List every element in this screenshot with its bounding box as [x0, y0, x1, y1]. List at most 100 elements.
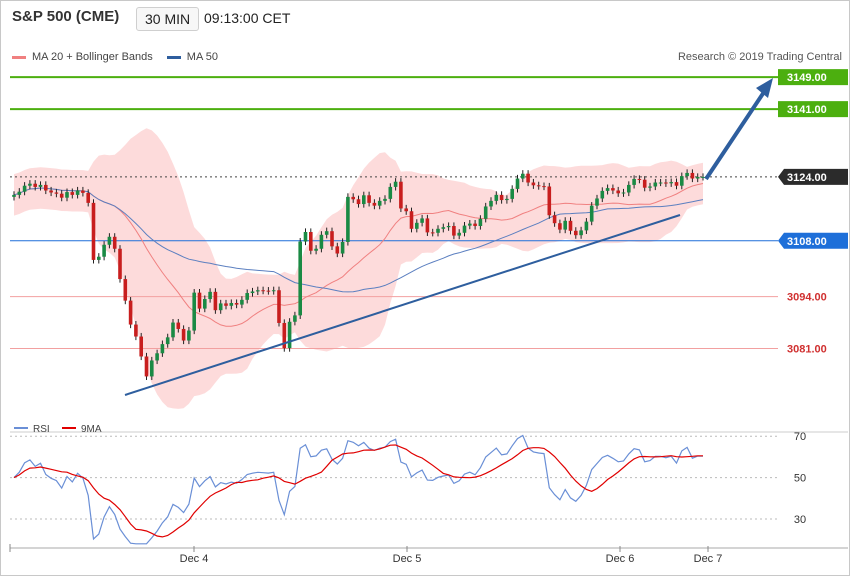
- candle-body: [330, 231, 334, 247]
- projection-arrow-shaft: [704, 90, 766, 181]
- candle-body: [59, 193, 64, 198]
- candle-body: [483, 206, 488, 219]
- candle-body: [271, 290, 276, 292]
- candle-body: [457, 232, 461, 236]
- rsi-tick-label: 50: [794, 473, 806, 485]
- rsi-line: [13, 434, 703, 545]
- candle-body: [584, 221, 589, 231]
- candle-body: [415, 222, 419, 229]
- candle-body: [446, 226, 451, 228]
- candle-body: [685, 172, 689, 177]
- candle-body: [351, 196, 355, 200]
- candle-body: [510, 188, 514, 199]
- candle-body: [155, 353, 159, 361]
- candle-body: [558, 223, 562, 230]
- candle-body: [637, 178, 642, 180]
- time-tick-label: Dec 5: [393, 553, 422, 565]
- candle-body: [489, 200, 493, 207]
- candle-body: [203, 299, 207, 309]
- price-legend: MA 20 + Bollinger Bands MA 50: [12, 51, 232, 63]
- candle-body: [261, 290, 265, 292]
- candle-body: [563, 220, 567, 230]
- rsi-tick-label: 70: [794, 431, 806, 443]
- level-badge-3141.00: [778, 101, 848, 118]
- level-label: 3141.00: [787, 104, 827, 116]
- candle-body: [65, 192, 69, 198]
- ma50-line: [13, 187, 704, 293]
- candle-body: [234, 303, 239, 305]
- candle-body: [690, 172, 695, 179]
- candle-body: [181, 328, 186, 341]
- candle-body: [287, 321, 292, 349]
- candle-body: [526, 173, 530, 183]
- legend-swatch-ma20: [12, 55, 26, 59]
- candle-body: [409, 211, 414, 229]
- candle-body: [28, 183, 32, 186]
- candle-body: [462, 225, 467, 233]
- candle-body: [664, 182, 668, 184]
- candle-body: [171, 322, 175, 338]
- candle-body: [452, 226, 456, 236]
- candle-body: [118, 248, 122, 280]
- candle-body: [579, 230, 583, 236]
- timeframe-badge[interactable]: 30 MIN: [136, 7, 200, 31]
- rsi-tick-label: 30: [794, 514, 806, 526]
- candle-body: [468, 223, 472, 226]
- candle-body: [123, 279, 128, 301]
- legend-ma20-bb: MA 20 + Bollinger Bands: [12, 51, 153, 63]
- candle-body: [70, 192, 75, 195]
- candle-body: [568, 220, 573, 231]
- level-badge-3108.00: [778, 232, 848, 249]
- legend-ma50: MA 50: [166, 51, 218, 63]
- candle-body: [91, 202, 96, 260]
- candle-body: [293, 315, 297, 322]
- level-label: 3094.00: [787, 292, 827, 304]
- candle-body: [197, 292, 202, 309]
- bollinger-band: [14, 128, 703, 409]
- candle-body: [430, 232, 435, 234]
- candle-body: [536, 185, 541, 187]
- candle-body: [335, 246, 340, 254]
- candle-body: [367, 195, 371, 203]
- candle-body: [642, 179, 647, 188]
- candle-body: [250, 291, 255, 294]
- time-tick-label: Dec 6: [606, 553, 635, 565]
- candle-body: [208, 291, 212, 300]
- level-badge-3149.00: [778, 69, 848, 86]
- candle-body: [22, 185, 27, 192]
- candle-body: [144, 356, 149, 377]
- candle-body: [521, 173, 525, 179]
- candle-body: [404, 208, 408, 212]
- candle-body: [589, 205, 594, 222]
- candle-body: [600, 190, 605, 199]
- candle-body: [505, 198, 509, 201]
- candle-body: [54, 192, 59, 194]
- candle-body: [595, 198, 599, 206]
- level-label: 3081.00: [787, 344, 827, 356]
- candle-body: [298, 241, 302, 316]
- candle-body: [478, 218, 483, 227]
- candle-body: [224, 303, 228, 306]
- legend-label-ma20: MA 20 + Bollinger Bands: [32, 51, 153, 63]
- projection-arrow-head: [756, 78, 773, 98]
- candle-body: [75, 190, 80, 195]
- chart-header: S&P 500 (CME) 30 MIN 09:13:00 CET: [0, 0, 848, 36]
- level-label: 3124.00: [787, 172, 827, 184]
- uptrend-line: [124, 214, 681, 396]
- candle-body: [81, 190, 85, 193]
- candle-body: [107, 236, 112, 245]
- candle-body: [213, 291, 218, 311]
- candle-body: [605, 188, 610, 191]
- candle-body: [102, 244, 106, 257]
- candle-body: [128, 300, 133, 325]
- candle-body: [266, 290, 271, 292]
- candle-body: [388, 186, 393, 199]
- candle-body: [362, 195, 366, 205]
- level-label: 3149.00: [787, 72, 827, 84]
- ma9-legend-label: 9MA: [81, 424, 102, 435]
- candle-body: [695, 176, 700, 179]
- candle-body: [192, 292, 196, 331]
- candle-body: [240, 299, 244, 305]
- candle-body: [86, 192, 90, 203]
